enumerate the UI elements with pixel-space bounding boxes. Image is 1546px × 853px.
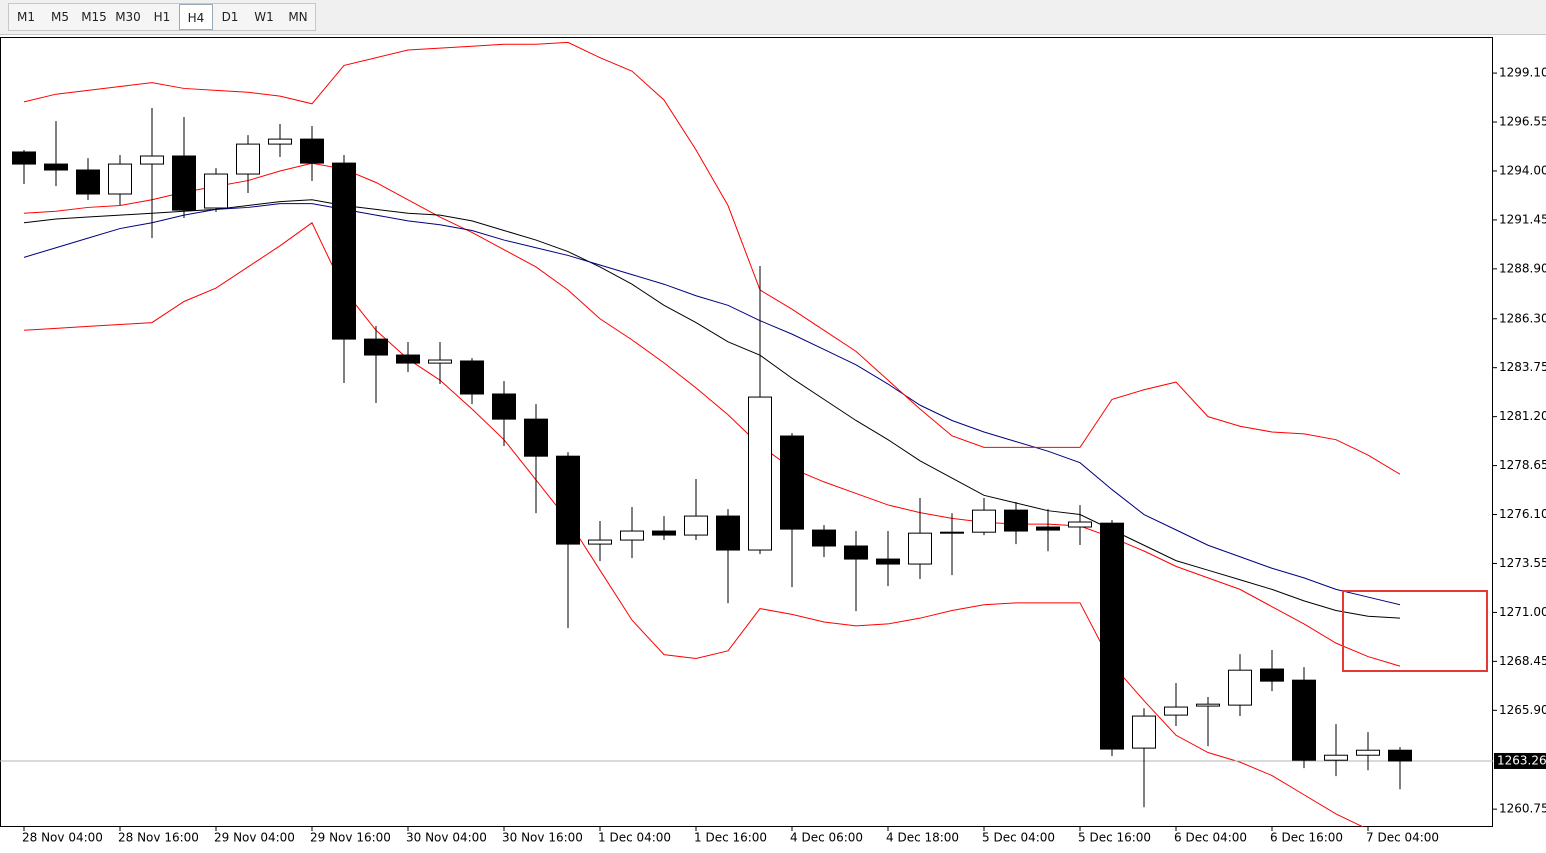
indicator-line: [23, 162, 1401, 667]
candle-body: [204, 173, 228, 209]
candle-body: [1004, 509, 1028, 532]
candle-body: [812, 529, 836, 547]
plot-area: [0, 41, 1493, 827]
timeframe-button[interactable]: MN: [288, 10, 308, 24]
candle-body: [44, 163, 68, 171]
x-tick-label: 5 Dec 16:00: [1078, 831, 1151, 845]
candle-body: [588, 539, 612, 545]
timeframe-button[interactable]: W1: [254, 10, 274, 24]
candle-body: [108, 163, 132, 195]
y-tick-label: 1268.45: [1499, 654, 1546, 668]
y-tick-label: 1294.00: [1499, 163, 1546, 177]
x-tick-label: 28 Nov 16:00: [118, 831, 199, 845]
timeframe-button[interactable]: M15: [81, 10, 107, 24]
timeframe-button[interactable]: H4: [179, 4, 213, 30]
y-tick-label: 1296.55: [1499, 115, 1546, 129]
x-tick-label: 7 Dec 04:00: [1366, 831, 1439, 845]
candle-body: [12, 151, 36, 165]
x-tick-label: 6 Dec 04:00: [1174, 831, 1247, 845]
y-tick-label: 1278.65: [1499, 458, 1546, 472]
y-tick-label: 1276.10: [1499, 507, 1546, 521]
x-tick-label: 5 Dec 04:00: [982, 831, 1055, 845]
candle-body: [652, 530, 676, 536]
x-tick-label: 30 Nov 16:00: [502, 831, 583, 845]
candle-body: [332, 162, 356, 340]
x-tick-label: 28 Nov 04:00: [22, 831, 103, 845]
candle-body: [716, 515, 740, 551]
candle-body: [1356, 749, 1380, 756]
timeframe-button[interactable]: M30: [115, 10, 141, 24]
candle-body: [940, 531, 964, 534]
candle-body: [300, 138, 324, 164]
x-tick-label: 29 Nov 04:00: [214, 831, 295, 845]
candle-body: [908, 532, 932, 565]
candle-body: [492, 393, 516, 420]
indicator-line: [23, 199, 1401, 619]
y-tick-label: 1283.75: [1499, 360, 1546, 374]
candle-body: [268, 138, 292, 145]
indicator-line: [23, 203, 1401, 606]
timeframe-button[interactable]: H1: [153, 10, 171, 24]
candle-body: [1292, 679, 1316, 761]
indicator-line: [23, 222, 1365, 827]
candle-body: [1068, 521, 1092, 528]
plot-frame: [0, 37, 1493, 827]
price-label: 1263.26: [1497, 753, 1546, 767]
highlight-box: [1342, 590, 1488, 672]
y-tick-label: 1291.45: [1499, 212, 1546, 226]
candle-body: [172, 155, 196, 211]
candle-body: [620, 530, 644, 541]
timeframe-button[interactable]: M5: [51, 10, 69, 24]
candle-body: [1100, 522, 1124, 750]
candle-body: [1324, 754, 1348, 761]
y-tick-label: 1288.90: [1499, 261, 1546, 275]
candle-body: [1228, 669, 1252, 706]
candle-body: [396, 354, 420, 364]
candle-body: [1260, 668, 1284, 682]
y-tick-label: 1281.20: [1499, 409, 1546, 423]
price-label-box: [1494, 752, 1546, 769]
y-tick-label: 1273.55: [1499, 556, 1546, 570]
y-tick-label: 1299.10: [1499, 66, 1546, 80]
candle-body: [684, 515, 708, 536]
chart: 1260.75 1265.90 1268.45 1271.00 1273.55 1276.…: [0, 35, 1546, 853]
y-tick-label: 1265.90: [1499, 703, 1546, 717]
toolbar: M1 M5 M15 M30 H1 H4 D1 W1 MN: [0, 0, 1546, 35]
timeframe-bar: M1 M5 M15 M30 H1 H4 D1 W1 MN: [8, 3, 316, 31]
candle-body: [140, 155, 164, 165]
candle-body: [364, 338, 388, 356]
x-tick-label: 29 Nov 16:00: [310, 831, 391, 845]
x-tick-label: 4 Dec 06:00: [790, 831, 863, 845]
x-tick-label: 4 Dec 18:00: [886, 831, 959, 845]
timeframe-button[interactable]: D1: [221, 10, 239, 24]
y-tick-label: 1260.75: [1499, 802, 1546, 816]
candle-body: [844, 545, 868, 560]
candle-body: [780, 435, 804, 530]
x-tick-label: 1 Dec 04:00: [598, 831, 671, 845]
x-tick-label: 6 Dec 16:00: [1270, 831, 1343, 845]
candle-body: [876, 558, 900, 565]
candle-body: [460, 360, 484, 395]
candle-body: [76, 169, 100, 195]
candle-body: [748, 396, 772, 551]
candle-body: [1388, 749, 1412, 762]
timeframe-button[interactable]: M1: [17, 10, 35, 24]
candle-body: [1164, 706, 1188, 716]
candle-body: [1132, 715, 1156, 749]
x-tick-label: 1 Dec 16:00: [694, 831, 767, 845]
candle-body: [556, 455, 580, 545]
candle-body: [1196, 703, 1220, 707]
candle-body: [972, 509, 996, 533]
candle-body: [428, 359, 452, 364]
y-tick-label: 1271.00: [1499, 605, 1546, 619]
candle-body: [1036, 526, 1060, 531]
indicator-line: [23, 41, 1401, 475]
candle-body: [524, 418, 548, 457]
candle-body: [236, 143, 260, 175]
x-tick-label: 30 Nov 04:00: [406, 831, 487, 845]
y-tick-label: 1286.30: [1499, 311, 1546, 325]
